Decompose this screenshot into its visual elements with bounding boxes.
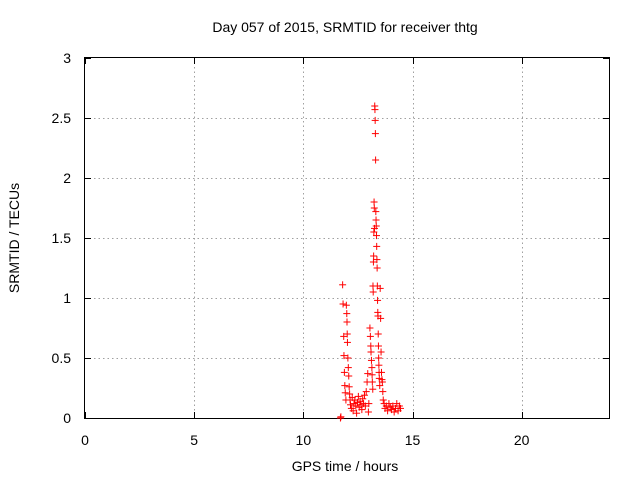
data-point (370, 252, 378, 260)
data-point (375, 361, 383, 369)
data-point (396, 404, 404, 412)
data-point (366, 324, 374, 332)
data-point (352, 402, 360, 410)
data-point (374, 330, 382, 338)
data-point (372, 216, 380, 224)
data-point (372, 222, 380, 230)
data-point (343, 330, 351, 338)
data-point (343, 310, 351, 318)
data-point (368, 378, 376, 386)
data-point (346, 390, 354, 398)
y-tick-label: 1.5 (52, 230, 72, 246)
data-point (340, 352, 348, 360)
data-point (339, 281, 347, 289)
data-point (362, 388, 370, 396)
data-point (346, 401, 354, 409)
plot-frame (84, 57, 610, 419)
data-point (343, 338, 351, 346)
data-point (365, 400, 373, 408)
x-tick-label: 10 (296, 432, 312, 448)
data-point (344, 364, 352, 372)
data-point (371, 106, 379, 114)
data-point (376, 284, 384, 292)
data-point (377, 368, 385, 376)
data-point (341, 382, 349, 390)
data-point (345, 383, 353, 391)
data-point (364, 370, 372, 378)
x-tick-label: 20 (514, 432, 530, 448)
data-point (374, 296, 382, 304)
x-tick-label: 15 (405, 432, 421, 448)
y-axis-label: SRMTID / TECUs (6, 183, 22, 293)
x-tick-label: 5 (190, 432, 198, 448)
data-point (337, 413, 345, 421)
data-point (373, 256, 381, 264)
y-tick-label: 3 (63, 50, 71, 66)
data-point (372, 232, 380, 240)
data-point (371, 116, 379, 124)
data-point (379, 396, 387, 404)
data-point (364, 408, 372, 416)
data-point (374, 342, 382, 350)
chart-title: Day 057 of 2015, SRMTID for receiver tht… (212, 19, 477, 35)
data-point (369, 385, 377, 393)
data-point (340, 368, 348, 376)
data-point (367, 356, 375, 364)
data-point (341, 389, 349, 397)
data-point (370, 198, 378, 206)
data-point (368, 364, 376, 372)
data-points (336, 102, 404, 422)
data-point (390, 408, 398, 416)
data-point (343, 318, 351, 326)
x-tick-label: 0 (81, 432, 89, 448)
data-point (370, 228, 378, 236)
data-point (366, 332, 374, 340)
y-tick-label: 0.5 (52, 350, 72, 366)
data-point (345, 372, 353, 380)
data-point (359, 395, 367, 403)
data-point (342, 301, 350, 309)
grid (85, 58, 609, 418)
y-tick-label: 0 (63, 410, 71, 426)
y-tick-label: 2 (63, 170, 71, 186)
x-axis-label: GPS time / hours (292, 458, 399, 474)
data-point (367, 342, 375, 350)
data-point (344, 354, 352, 362)
y-tick-label: 2.5 (52, 110, 72, 126)
data-point (372, 156, 380, 164)
data-point (375, 354, 383, 362)
data-point (367, 348, 375, 356)
data-point (378, 378, 386, 386)
data-point (376, 382, 384, 390)
data-point (373, 264, 381, 272)
data-point (384, 407, 392, 415)
data-point (373, 242, 381, 250)
data-point (379, 388, 387, 396)
data-point (360, 391, 368, 399)
data-point (358, 406, 366, 414)
data-point (370, 204, 378, 212)
data-point (377, 348, 385, 356)
y-tick-label: 1 (63, 290, 71, 306)
ticks: 0 5 10 15 20 0 0.5 1 1.5 2 2.5 3 (52, 50, 609, 448)
data-point (385, 400, 393, 408)
data-point (377, 314, 385, 322)
data-point (354, 392, 362, 400)
data-point (372, 208, 380, 216)
data-point (371, 130, 379, 138)
data-point (368, 371, 376, 379)
data-point (339, 300, 347, 308)
data-point (369, 288, 377, 296)
data-point (353, 409, 361, 417)
